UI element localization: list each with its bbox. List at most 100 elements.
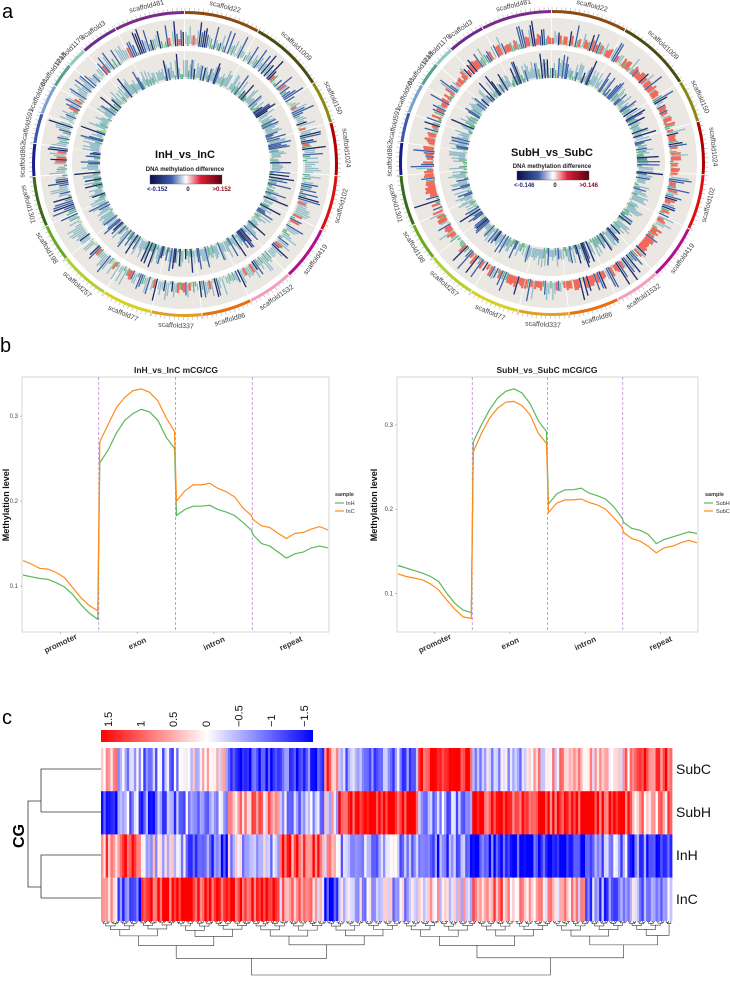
track-bar — [657, 216, 665, 222]
track-bar — [133, 235, 140, 244]
track-bar — [478, 256, 482, 260]
scaffold-tick — [139, 14, 142, 18]
track-bar — [72, 229, 86, 240]
track-bar — [117, 229, 132, 248]
scaffold-tick — [311, 250, 314, 253]
heatmap-cell — [338, 834, 342, 878]
track-bar — [579, 77, 583, 83]
track-bar — [603, 49, 609, 57]
heatmap-cell — [418, 748, 421, 792]
scaffold-tick — [423, 250, 427, 253]
track-bar — [438, 218, 448, 225]
scaffold-tick — [456, 284, 460, 287]
scaffold-tick — [328, 216, 332, 218]
heatmap-cell — [669, 877, 673, 921]
track-bar — [591, 240, 601, 257]
track-bar — [664, 127, 670, 131]
track-bar — [620, 58, 628, 67]
track-bar — [224, 51, 227, 54]
track-bar — [612, 264, 618, 272]
heatmap-cell — [338, 748, 342, 792]
heatmap-cell — [246, 834, 250, 878]
track-bar — [251, 215, 256, 220]
track-bar — [513, 276, 520, 295]
heatmap-cell — [615, 877, 619, 921]
scaffold-ideogram-scaffold601 — [407, 84, 424, 113]
dendrogram-branch — [477, 921, 481, 923]
track-bar — [485, 54, 492, 63]
heatmap-cell — [303, 877, 306, 921]
heatmap-cell — [387, 877, 391, 921]
track-bar — [490, 230, 499, 241]
track-bar — [424, 127, 439, 133]
track-outer-background — [265, 215, 316, 270]
heatmap-cell — [505, 748, 508, 792]
scaffold-tick — [420, 78, 424, 81]
heatmap-cell — [563, 748, 567, 792]
track-bar — [633, 185, 641, 189]
track-bar — [101, 52, 116, 70]
heatmap-cell — [516, 834, 520, 878]
heatmap-cell — [183, 834, 186, 878]
track-bar — [486, 227, 495, 237]
track-bar — [124, 49, 130, 59]
track-bar — [126, 42, 135, 58]
heatmap-cell — [446, 877, 450, 921]
heatmap-cell — [241, 834, 245, 878]
track-bar — [163, 282, 168, 301]
track-bar — [267, 250, 275, 258]
scaffold-tick — [592, 12, 594, 16]
track-bar — [455, 175, 467, 179]
dendrogram-branch — [168, 921, 175, 924]
heatmap-cell — [617, 791, 621, 835]
track-bar — [224, 74, 232, 87]
track-bar — [297, 205, 307, 210]
track-bar — [255, 103, 276, 118]
heatmap-cell — [462, 791, 466, 835]
dendrogram-branch — [228, 921, 232, 923]
track-bar — [96, 133, 103, 137]
heatmap-cell — [101, 834, 104, 878]
heatmap-cell — [401, 877, 405, 921]
scaffold-tick — [498, 16, 500, 20]
dendrogram-branch — [420, 929, 459, 937]
track-bar — [176, 282, 180, 294]
dendrogram-branch — [251, 957, 551, 976]
dendrogram-branch — [412, 921, 415, 923]
track-bar — [296, 116, 307, 122]
track-bar — [267, 71, 277, 81]
track-bar — [212, 63, 221, 84]
track-bar — [110, 49, 122, 66]
heatmap-cell — [319, 748, 323, 792]
track-bar — [192, 35, 196, 46]
heatmap-cell — [643, 748, 647, 792]
dendrogram-branch — [491, 921, 495, 923]
heatmap-cell — [143, 834, 147, 878]
heatmap-cell — [286, 791, 290, 835]
heatmap-cell — [514, 834, 518, 878]
heatmap-cell — [641, 748, 645, 792]
track-bar — [560, 249, 563, 261]
heatmap-cell — [429, 834, 433, 878]
scaffold-tick — [242, 305, 244, 309]
track-bar — [225, 240, 230, 247]
track-bar — [423, 145, 435, 150]
heatmap-cell — [667, 834, 671, 878]
scaffold-tick — [127, 306, 129, 310]
track-bar — [141, 274, 146, 285]
track-bar — [109, 106, 117, 112]
scaffold-tick — [414, 234, 418, 237]
track-bar — [461, 133, 470, 137]
track-bar — [80, 235, 90, 244]
track-bar — [495, 46, 502, 57]
scaffold-tick — [660, 270, 663, 273]
dendrogram-branch — [262, 921, 269, 925]
heatmap-cell — [136, 834, 139, 878]
heatmap-cell — [143, 877, 147, 921]
track-bar — [192, 68, 196, 80]
scaffold-tick — [34, 204, 38, 206]
track-bar — [137, 274, 144, 288]
heatmap-cell — [587, 791, 591, 835]
heatmap-cell — [138, 748, 142, 792]
heatmap-cell — [138, 834, 142, 878]
